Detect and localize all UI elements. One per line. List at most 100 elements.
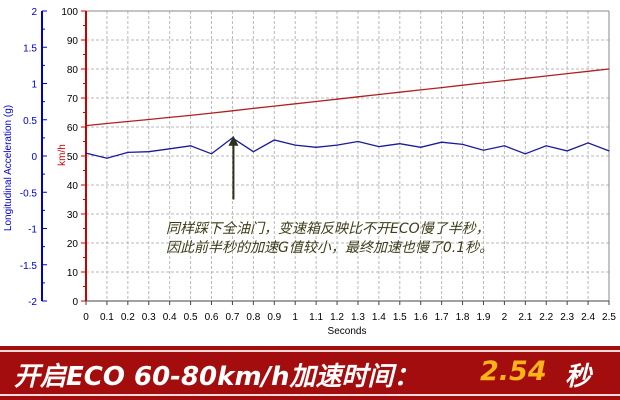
x-axis-tick-label: 0	[83, 312, 89, 323]
acceleration-point	[399, 143, 401, 145]
annotation-text-line: 同样踩下全油门，变速箱反映比不开ECO慢了半秒，	[166, 221, 490, 237]
acceleration-point	[566, 150, 568, 152]
speed-point	[106, 122, 108, 125]
acceleration-point	[336, 144, 338, 146]
speed-point	[461, 84, 464, 86]
x-axis-tick-label: 0.5	[184, 312, 198, 323]
speed-axis-tick-label: 100	[61, 7, 78, 18]
left-axis-tick-label: 2	[31, 7, 37, 18]
left-axis-tick-label: 1	[31, 80, 37, 91]
acceleration-chart: 21.510.50-0.5-1-1.5-21009080706050403020…	[3, 7, 617, 337]
series	[85, 68, 610, 159]
acceleration-point	[315, 146, 317, 148]
x-axis-tick-label: 1.8	[456, 312, 470, 323]
axes: 21.510.50-0.5-1-1.5-21009080706050403020…	[20, 7, 617, 323]
left-axis-tick-label: 0	[31, 152, 37, 163]
speed-point	[524, 77, 526, 79]
x-axis-tick-label: 1.1	[309, 312, 323, 323]
acceleration-point	[106, 157, 108, 159]
x-axis-tick-label: 0.9	[267, 312, 281, 323]
x-axis-tick-label: 2.1	[518, 312, 532, 323]
x-axis-tick-label: 0.3	[142, 312, 156, 323]
acceleration-point	[461, 143, 464, 145]
speed-point	[608, 68, 610, 70]
left-axis-tick-label: -2	[28, 297, 37, 308]
x-axis-tick-label: 2	[502, 312, 508, 323]
annotation: 同样踩下全油门，变速箱反映比不开ECO慢了半秒， 因此前半秒的加速G值较小，最终加…	[166, 135, 493, 256]
acceleration-point	[503, 145, 505, 147]
right-axis-label: km/h	[57, 144, 68, 166]
speed-axis-tick-label: 60	[67, 123, 79, 134]
x-axis-tick-label: 0.6	[205, 312, 219, 323]
speed-point	[190, 114, 192, 116]
speed-point	[210, 112, 213, 114]
speed-point	[399, 91, 401, 93]
annotation-text-line: 因此前半秒的加速G值较小，最终加速也慢了0.1秒。	[166, 240, 493, 256]
speed-point	[357, 96, 359, 98]
acceleration-point	[169, 148, 171, 150]
grid	[85, 10, 610, 302]
left-axis-tick-label: -0.5	[20, 188, 38, 199]
x-axis-tick-label: 2.5	[602, 312, 616, 323]
banner-bottom-stripe	[0, 394, 620, 396]
x-axis-tick-label: 0.7	[225, 312, 239, 323]
x-axis-tick-label: 1.5	[393, 312, 407, 323]
x-axis-tick-label: 1.9	[477, 312, 491, 323]
acceleration-point	[273, 139, 275, 141]
x-axis-tick-label: 1.6	[414, 312, 428, 323]
speed-point	[252, 107, 254, 110]
speed-point	[231, 110, 234, 112]
acceleration-series-line	[85, 137, 610, 159]
x-axis-tick-label: 2.2	[539, 312, 553, 323]
speed-axis-tick-label: 10	[67, 268, 79, 279]
speed-point	[169, 116, 171, 119]
acceleration-point	[587, 142, 589, 144]
acceleration-point	[127, 151, 129, 153]
speed-point	[148, 118, 150, 121]
acceleration-point	[378, 145, 380, 148]
acceleration-point	[190, 145, 192, 147]
speed-point	[273, 105, 275, 107]
speed-point	[587, 70, 589, 72]
left-axis-tick-label: 1.5	[23, 43, 37, 54]
speed-point	[378, 93, 380, 96]
x-axis-label: Seconds	[328, 326, 367, 337]
acceleration-point	[85, 152, 87, 154]
x-axis-tick-label: 0.4	[163, 312, 177, 323]
acceleration-point	[524, 153, 526, 155]
x-axis-tick-label: 1.3	[351, 312, 365, 323]
result-banner: 开启ECO 60-80km/h加速时间： 2.54 秒	[0, 346, 620, 400]
speed-axis-tick-label: 40	[67, 181, 79, 192]
speed-axis-tick-label: 50	[67, 152, 79, 163]
speed-point	[482, 82, 485, 84]
x-axis-tick-label: 1.2	[330, 312, 344, 323]
x-axis-tick-label: 2.3	[560, 312, 574, 323]
x-axis-tick-label: 1.4	[372, 312, 386, 323]
acceleration-point	[420, 146, 422, 148]
annotation-arrow-head	[228, 135, 239, 146]
speed-point	[503, 80, 505, 82]
x-axis-tick-label: 0.2	[121, 312, 135, 323]
acceleration-point	[545, 145, 547, 147]
acceleration-point	[357, 140, 359, 143]
left-axis-tick-label: -1	[28, 225, 37, 236]
speed-point	[420, 89, 422, 91]
speed-axis-tick-label: 30	[67, 210, 79, 221]
x-axis-tick-label: 1.7	[435, 312, 449, 323]
left-axis-label: Longitudinal Acceleration (g)	[3, 105, 14, 231]
speed-series-line	[85, 68, 610, 127]
acceleration-point	[482, 149, 485, 151]
acceleration-point	[148, 151, 150, 153]
x-axis-tick-label: 0.8	[246, 312, 260, 323]
acceleration-point	[608, 150, 610, 152]
x-axis-tick-label: 0.1	[100, 312, 114, 323]
x-axis-tick-label: 2.4	[581, 312, 595, 323]
speed-axis-tick-label: 0	[72, 297, 78, 308]
acceleration-point	[210, 153, 213, 155]
speed-axis-tick-label: 70	[67, 94, 79, 105]
speed-point	[294, 103, 296, 105]
banner-top-stripe	[0, 350, 620, 352]
speed-axis-tick-label: 80	[67, 65, 79, 76]
acceleration-point	[294, 144, 296, 146]
acceleration-point	[441, 141, 443, 143]
